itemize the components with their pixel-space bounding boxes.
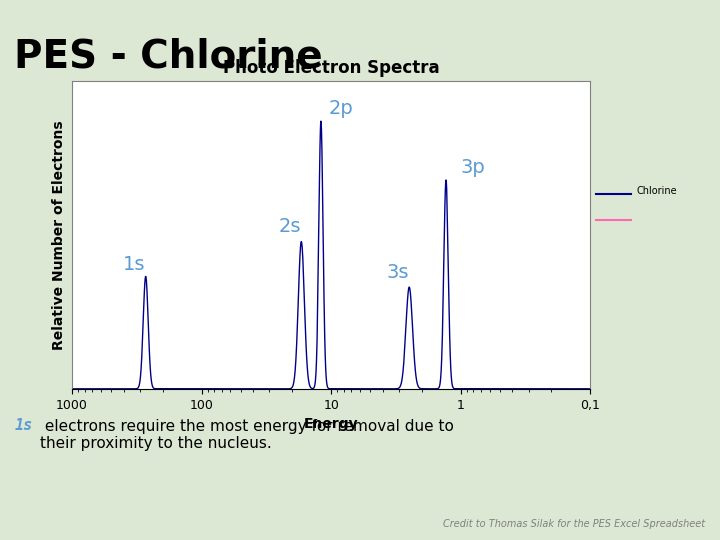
X-axis label: Energy: Energy — [304, 417, 359, 431]
Y-axis label: Relative Number of Electrons: Relative Number of Electrons — [53, 120, 66, 350]
Text: Chlorine: Chlorine — [636, 186, 677, 197]
Text: 2p: 2p — [328, 99, 354, 118]
Text: 3p: 3p — [461, 158, 485, 177]
Text: 2s: 2s — [279, 217, 302, 236]
Title: Photo Electron Spectra: Photo Electron Spectra — [223, 59, 439, 77]
Text: Credit to Thomas Silak for the PES Excel Spreadsheet: Credit to Thomas Silak for the PES Excel… — [444, 519, 706, 529]
Text: 1s: 1s — [14, 418, 32, 434]
Text: 1s: 1s — [123, 255, 145, 274]
Text: 3s: 3s — [387, 263, 409, 282]
Text: PES - Chlorine: PES - Chlorine — [14, 38, 323, 76]
Text: electrons require the most energy for removal due to
their proximity to the nucl: electrons require the most energy for re… — [40, 418, 454, 451]
